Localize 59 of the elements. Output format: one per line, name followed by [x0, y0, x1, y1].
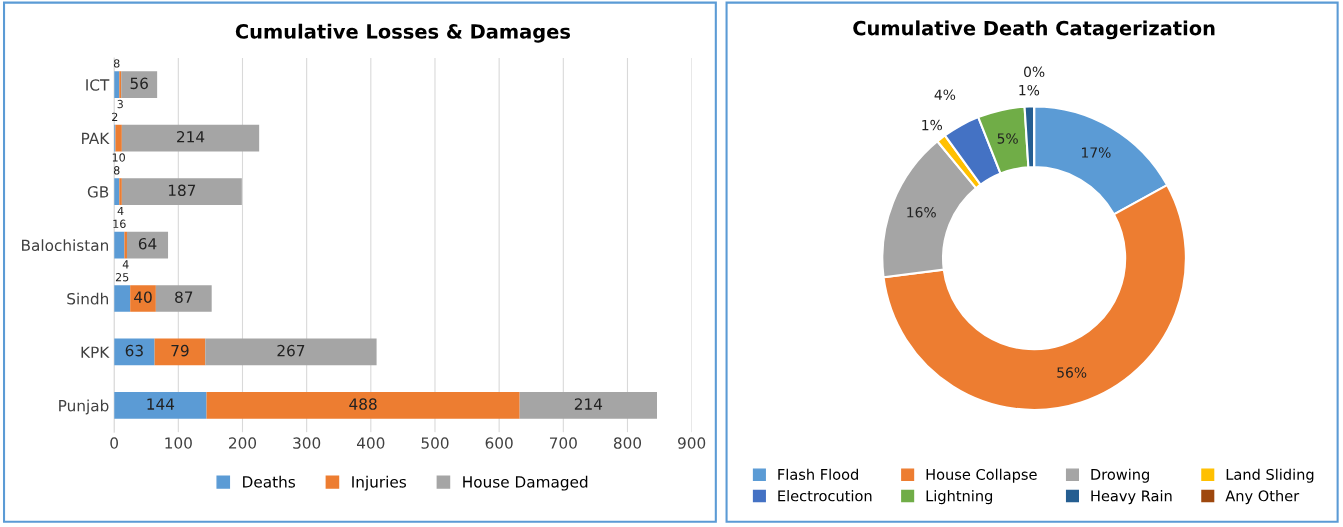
x-tick-label: 600 [485, 437, 513, 449]
data-label: 267 [277, 344, 305, 357]
data-label: 10 [112, 153, 125, 162]
legend-label: Electrocution [778, 490, 872, 502]
data-label: 4 [122, 260, 129, 269]
data-label: 144 [147, 398, 175, 410]
y-tick-label: PAK [82, 132, 110, 144]
legend-label: Any Other [1225, 490, 1300, 505]
text: 0% [1024, 66, 1045, 78]
x-tick-label: 200 [229, 437, 257, 449]
y-tick-label: Sindh [67, 292, 108, 305]
data-label: 25 [115, 273, 129, 282]
data-label: 79 [171, 344, 189, 357]
data-label: 2 [112, 112, 118, 121]
legend-label: Heavy Rain [1091, 490, 1172, 505]
x-tick-label: 0 [110, 437, 118, 449]
data-label: 40 [134, 291, 152, 303]
data-label: 1% [1019, 84, 1040, 96]
legend-label: Lightning [926, 490, 993, 505]
y-tick-label: GB [87, 186, 109, 198]
data-label: 56% [1057, 367, 1087, 378]
legend-label: Drowing [1091, 468, 1149, 483]
legend-label: House Damaged [463, 475, 588, 491]
x-tick-label: 100 [165, 437, 192, 449]
data-label: 5% [997, 133, 1018, 144]
x-tick-label: 700 [549, 437, 577, 449]
data-label: 4 [117, 206, 124, 215]
data-label: 64 [138, 237, 157, 250]
data-label: 17% [1082, 147, 1111, 158]
data-label: 16% [907, 207, 936, 218]
y-tick-label: Punjab [59, 399, 109, 415]
data-label: 488 [349, 398, 377, 410]
y-tick-label: ICT [86, 79, 110, 91]
legend-label: Land Sliding [1226, 468, 1314, 483]
x-tick-label: 300 [293, 437, 321, 449]
x-tick-label: 800 [613, 437, 642, 449]
data-label: 16 [113, 219, 126, 228]
data-label: 3 [117, 99, 123, 109]
x-tick-label: 500 [421, 437, 449, 449]
x-tick-label: 900 [678, 437, 706, 449]
chart-title: Cumulative Death Catagerization [853, 20, 1215, 40]
data-label: 1% [922, 119, 943, 131]
data-label: 8 [113, 166, 120, 175]
data-label: 4% [934, 89, 956, 100]
data-label: 214 [574, 398, 603, 410]
chart-title: Cumulative Losses & Damages [235, 23, 571, 43]
y-tick-label: Balochistan [22, 239, 108, 252]
x-tick-label: 400 [356, 437, 385, 449]
data-label: 87 [175, 291, 193, 303]
data-label: 63 [125, 344, 143, 357]
data-label: 8 [113, 59, 120, 68]
data-label: 56 [130, 77, 148, 90]
legend-label: Deaths [243, 475, 295, 488]
y-tick-label: KPK [81, 346, 110, 358]
data-label: 187 [168, 184, 196, 197]
legend-label: Injuries [352, 475, 406, 491]
legend-label: Flash Flood [778, 468, 858, 480]
data-label: 214 [177, 131, 205, 143]
legend-label: House Collapse [926, 468, 1037, 483]
